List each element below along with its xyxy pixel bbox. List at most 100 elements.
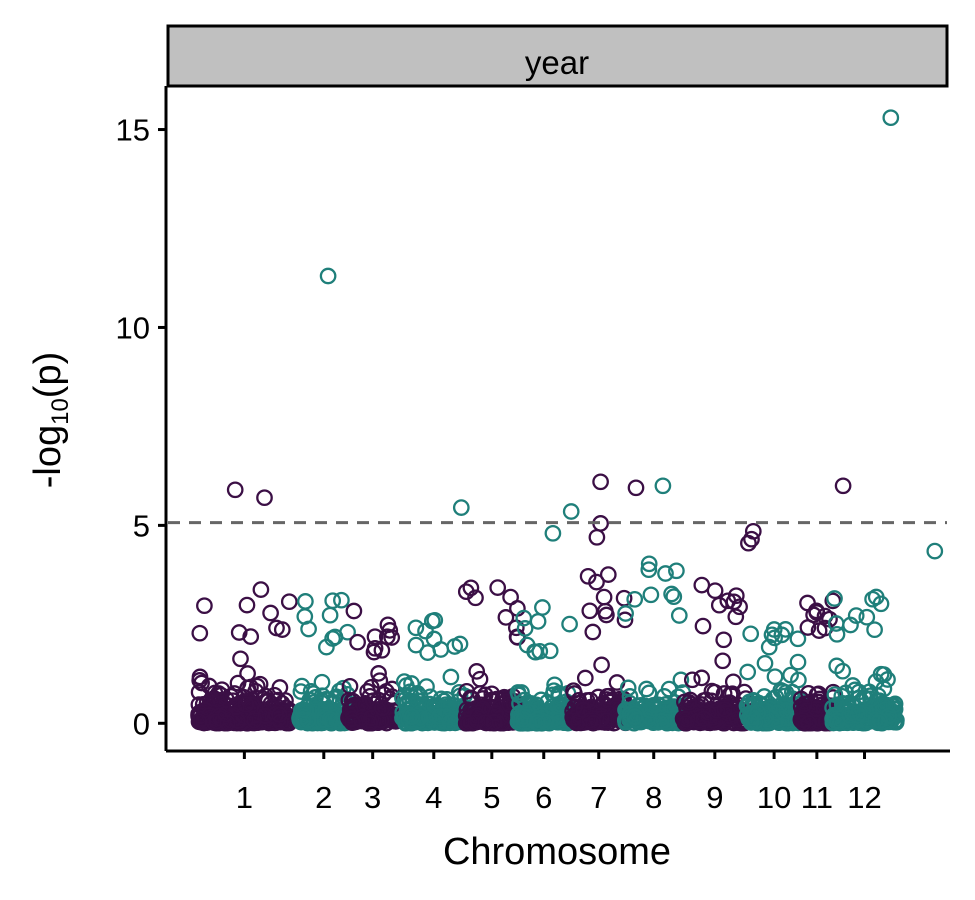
snp-point	[743, 530, 760, 548]
facet-strip-label: year	[525, 44, 589, 81]
snp-point	[834, 662, 852, 680]
snp-point	[774, 682, 792, 700]
x-tick-label: 11	[801, 780, 833, 815]
snp-point	[196, 597, 213, 615]
snp-point	[680, 694, 698, 711]
snp-point	[828, 625, 846, 643]
snp-point	[654, 477, 672, 495]
snp-point	[321, 710, 339, 728]
snp-point	[442, 668, 460, 686]
snp-point	[724, 673, 742, 691]
snp-point	[501, 696, 518, 714]
snp-point	[655, 688, 673, 705]
snp-point	[626, 590, 644, 608]
y-axis-title-subscript: 10	[47, 398, 74, 425]
snp-point	[739, 663, 757, 681]
snp-point	[318, 638, 335, 656]
snp-point	[642, 586, 660, 604]
x-axis-title: Chromosome	[443, 831, 671, 873]
snp-point	[373, 699, 391, 717]
snp-point	[695, 710, 713, 728]
snp-point	[343, 692, 361, 710]
snp-point	[426, 697, 443, 714]
snp-point	[668, 562, 685, 580]
snp-point	[875, 666, 893, 683]
snp-point	[727, 608, 745, 626]
snp-point	[266, 686, 283, 704]
snp-point	[834, 477, 852, 495]
snp-point	[882, 109, 900, 127]
snp-point	[268, 619, 285, 637]
snp-point	[441, 714, 459, 732]
snp-point	[864, 590, 881, 608]
snp-point	[402, 687, 420, 704]
snp-point	[452, 499, 470, 516]
snp-point	[313, 673, 331, 691]
snp-point	[657, 565, 674, 582]
snp-point	[549, 697, 567, 715]
snp-point	[697, 691, 715, 709]
snp-point	[321, 606, 339, 624]
snp-point	[381, 622, 399, 639]
snp-point	[617, 714, 635, 731]
snp-point	[300, 620, 317, 638]
y-tick-label: 5	[133, 508, 150, 543]
snp-point	[238, 596, 256, 614]
snp-point	[353, 711, 371, 729]
y-axis-ticks: 0 5 10 15	[116, 113, 166, 741]
snp-point	[190, 713, 208, 731]
snp-point	[715, 685, 733, 702]
snp-point	[800, 714, 818, 732]
facet-strip	[166, 24, 949, 88]
snp-point	[425, 630, 443, 648]
snp-point	[467, 714, 484, 731]
snp-point	[641, 702, 659, 719]
snp-point	[844, 677, 862, 694]
snp-point	[744, 522, 762, 540]
snp-point	[537, 713, 555, 731]
snp-point	[219, 714, 236, 732]
x-axis-ticks: 1 2 3 4 5 6 7 8 9 10 11 12	[236, 751, 882, 815]
x-tick-label: 10	[757, 780, 791, 815]
snp-point	[672, 671, 690, 689]
snp-point	[407, 619, 425, 637]
snp-point	[851, 704, 868, 722]
snp-point	[795, 714, 812, 732]
snp-point	[293, 677, 311, 695]
snp-point	[343, 714, 361, 732]
y-axis-title-end: (p)	[27, 352, 69, 398]
snp-point	[529, 613, 547, 630]
snp-point	[708, 702, 726, 719]
x-tick-label: 9	[706, 780, 723, 815]
snp-point	[502, 588, 519, 606]
snp-point	[230, 624, 248, 641]
snp-point	[345, 602, 363, 620]
snp-point	[706, 582, 724, 600]
snp-point	[799, 619, 817, 636]
snp-point	[714, 652, 732, 670]
snp-point	[592, 473, 609, 491]
snp-point	[763, 626, 781, 644]
snp-point	[663, 585, 680, 603]
y-axis-title: -log10(p)	[27, 352, 74, 489]
snp-point	[411, 709, 429, 726]
snp-point	[683, 671, 701, 689]
snp-point	[796, 695, 813, 713]
snp-point	[561, 615, 578, 633]
snp-point	[581, 711, 599, 729]
snp-point	[581, 602, 599, 620]
snp-point	[419, 644, 437, 661]
snp-point	[710, 596, 728, 614]
points-layer	[190, 109, 944, 732]
snp-point	[528, 714, 546, 732]
snp-point	[534, 599, 551, 616]
snp-point	[226, 481, 244, 499]
snp-point	[200, 677, 218, 695]
snp-point	[617, 605, 634, 622]
snp-point	[766, 668, 784, 686]
snp-point	[670, 607, 688, 624]
snp-point	[588, 573, 605, 591]
snp-point	[562, 503, 580, 520]
snp-point	[665, 588, 683, 606]
snp-point	[768, 704, 786, 722]
